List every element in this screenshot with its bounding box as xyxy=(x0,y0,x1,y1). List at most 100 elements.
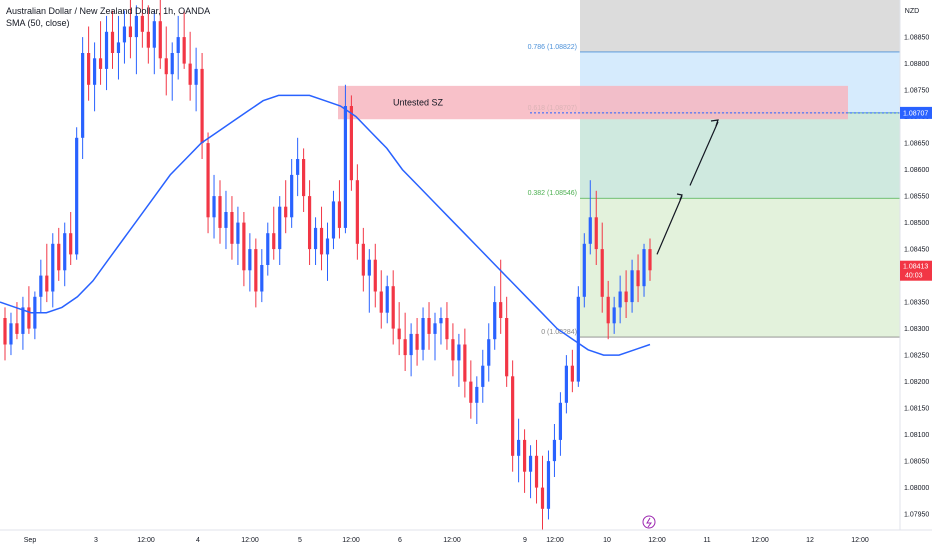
projection-arrow-1 xyxy=(656,195,683,255)
candle-down xyxy=(188,63,192,85)
candle-up xyxy=(618,291,622,308)
candle-up xyxy=(81,53,85,138)
candle-down xyxy=(128,26,133,38)
current-price-tag xyxy=(900,260,932,281)
price-tick-label: 1.08800 xyxy=(904,61,929,68)
candle-down xyxy=(600,249,604,297)
candle-up xyxy=(582,243,586,297)
current-price-label: 1.08413 xyxy=(903,264,928,271)
candle-up xyxy=(224,212,228,228)
candle-up xyxy=(92,58,97,85)
candle-up xyxy=(313,227,318,250)
price-tick-label: 1.08000 xyxy=(904,485,929,492)
candle-down xyxy=(319,227,324,255)
price-tick-label: 1.07950 xyxy=(904,512,929,519)
candle-up xyxy=(63,233,67,271)
candle-up xyxy=(39,275,43,297)
time-tick-label: 12:00 xyxy=(342,537,360,544)
candle-up xyxy=(564,365,568,403)
candle-down xyxy=(218,196,222,228)
candle-down xyxy=(182,37,186,64)
fib-band-382 xyxy=(580,198,900,338)
candle-down xyxy=(349,106,353,181)
candle-up xyxy=(51,243,55,292)
candle-down xyxy=(355,180,359,244)
candle-up xyxy=(116,42,121,53)
currency-label: NZD xyxy=(905,8,919,15)
price-tick-label: 1.08250 xyxy=(904,353,929,360)
candle-up xyxy=(104,31,109,69)
candle-down xyxy=(69,233,73,255)
candle-down xyxy=(415,333,419,350)
candle-up xyxy=(588,217,592,244)
candle-up xyxy=(558,402,563,440)
candle-up xyxy=(21,307,25,334)
candle-down xyxy=(307,196,312,250)
price-tick-label: 1.08850 xyxy=(904,35,929,42)
time-tick-label: 12 xyxy=(806,537,814,544)
time-tick-label: 12:00 xyxy=(851,537,869,544)
candle-down xyxy=(403,339,407,356)
time-tick-label: 12:00 xyxy=(648,537,666,544)
candle-up xyxy=(290,174,294,218)
supply-zone-label: Untested SZ xyxy=(393,98,444,108)
fib-band-618 xyxy=(580,112,900,199)
candle-down xyxy=(534,455,539,488)
candle-up xyxy=(409,333,413,356)
candle-down xyxy=(337,201,342,228)
candle-up xyxy=(493,302,497,340)
target-price-label: 1.08707 xyxy=(903,110,928,117)
candle-down xyxy=(522,439,527,472)
time-tick-label: 12:00 xyxy=(546,537,564,544)
fib-band-top xyxy=(580,0,900,52)
candle-down xyxy=(499,302,503,318)
candle-up xyxy=(343,106,348,228)
price-tick-label: 1.08550 xyxy=(904,194,929,201)
time-tick-label: 9 xyxy=(523,537,527,544)
candle-up xyxy=(176,37,180,53)
fib-label-0: 0 (1.08284) xyxy=(541,329,577,336)
candle-down xyxy=(164,58,168,75)
candle-up xyxy=(9,323,13,345)
candle-up xyxy=(122,26,127,43)
time-tick-label: 12:00 xyxy=(443,537,461,544)
candle-up xyxy=(487,339,491,366)
candle-up xyxy=(134,15,138,38)
candle-up xyxy=(475,386,479,403)
candle-up xyxy=(266,233,270,265)
candle-down xyxy=(27,307,31,329)
fib-label-0-382: 0.382 (1.08546) xyxy=(528,190,577,197)
candle-down xyxy=(606,296,610,324)
candle-down xyxy=(511,376,515,456)
candle-down xyxy=(379,291,383,313)
candle-down xyxy=(158,21,162,59)
candle-down xyxy=(636,270,640,287)
candle-down xyxy=(397,328,401,340)
price-tick-label: 1.08450 xyxy=(904,247,929,254)
candle-down xyxy=(624,291,628,303)
price-tick-label: 1.08200 xyxy=(904,379,929,386)
candle-down xyxy=(302,159,306,197)
candle-up xyxy=(236,222,240,244)
candle-up xyxy=(278,206,282,250)
time-tick-label: 12:00 xyxy=(241,537,259,544)
candle-up xyxy=(212,196,216,218)
candle-down xyxy=(284,206,288,218)
projection-arrowhead-1 xyxy=(676,193,683,201)
candle-down xyxy=(110,31,115,53)
candle-down xyxy=(140,15,144,32)
candle-down xyxy=(15,323,19,334)
candle-up xyxy=(528,455,533,472)
candle-up xyxy=(439,318,443,324)
candle-down xyxy=(200,68,204,144)
chart-legend: Australian Dollar / New Zealand Dollar, … xyxy=(6,5,210,29)
price-tick-label: 1.08750 xyxy=(904,88,929,95)
candle-down xyxy=(146,31,150,48)
candle-down xyxy=(3,318,7,345)
candle-up xyxy=(457,344,461,361)
candle-up xyxy=(325,238,330,255)
supply-zone xyxy=(338,85,848,120)
candle-down xyxy=(594,217,598,250)
candle-down xyxy=(242,222,246,271)
